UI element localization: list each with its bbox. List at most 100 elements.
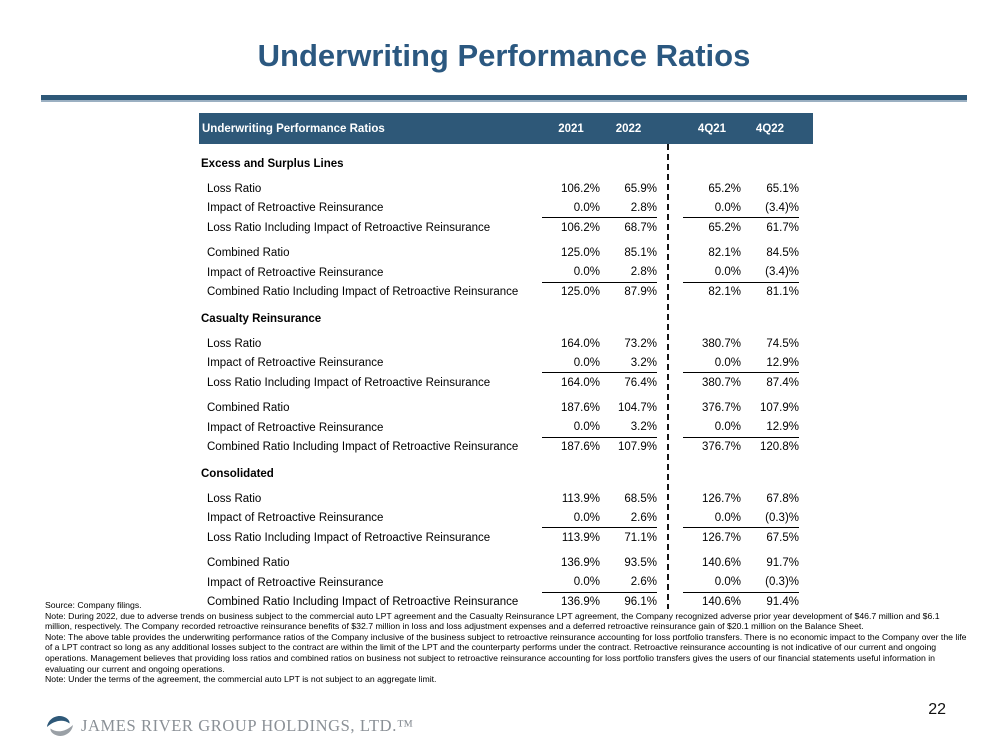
cell-value: 76.4% — [624, 376, 657, 389]
table-header-row: Underwriting Performance Ratios 2021 202… — [199, 113, 813, 144]
row-label: Combined Ratio Including Impact of Retro… — [207, 441, 519, 454]
row-label: Impact of Retroactive Reinsurance — [207, 266, 384, 279]
value-group: 0.0% (0.3)% — [683, 509, 799, 528]
cell-value: 126.7% — [701, 531, 741, 544]
cell-value: 0.0% — [714, 421, 741, 434]
cell-value: 65.9% — [624, 182, 657, 195]
cell-value: 3.2% — [630, 356, 657, 369]
row-group: Combined Ratio 187.6% 104.7% 376.7% 107.9% Im… — [199, 399, 813, 458]
cell-value: 164.0% — [560, 376, 600, 389]
cell-value: 187.6% — [560, 402, 600, 415]
cell-value: 68.7% — [624, 221, 657, 234]
table-row: Loss Ratio 164.0% 73.2% 380.7% 74.5% — [199, 334, 813, 354]
table-row: Loss Ratio 113.9% 68.5% 126.7% 67.8% — [199, 489, 813, 509]
underwriting-ratios-table: Underwriting Performance Ratios 2021 202… — [199, 113, 813, 612]
cell-value: 106.2% — [560, 182, 600, 195]
cell-value: 74.5% — [766, 337, 799, 350]
column-gap — [657, 489, 683, 509]
column-gap — [657, 528, 683, 548]
column-gap — [657, 373, 683, 393]
cell-value: 87.4% — [766, 376, 799, 389]
row-label: Impact of Retroactive Reinsurance — [207, 576, 384, 589]
row-label: Combined Ratio — [207, 247, 290, 260]
cell-value: 380.7% — [701, 337, 741, 350]
cell-value: (3.4)% — [765, 201, 799, 214]
value-group: 0.0% 12.9% — [683, 354, 799, 373]
value-group: 113.9% 71.1% — [542, 528, 657, 548]
footnote-note-3: Note: Under the terms of the agreement, … — [45, 674, 437, 685]
row-label: Combined Ratio Including Impact of Retro… — [207, 596, 519, 609]
value-group: 65.2% 65.1% — [683, 179, 799, 199]
table-row: Loss Ratio 106.2% 65.9% 65.2% 65.1% — [199, 179, 813, 199]
row-label: Impact of Retroactive Reinsurance — [207, 421, 384, 434]
column-gap — [657, 418, 683, 438]
cell-value: 136.9% — [560, 596, 600, 609]
column-gap — [657, 199, 683, 219]
column-gap — [657, 334, 683, 354]
cell-value: 107.9% — [617, 441, 657, 454]
value-group: 0.0% (3.4)% — [683, 263, 799, 283]
cell-value: 82.1% — [708, 286, 741, 299]
row-label: Loss Ratio — [207, 337, 262, 350]
column-gap — [657, 218, 683, 238]
column-gap — [657, 179, 683, 199]
table-row: Impact of Retroactive Reinsurance 0.0% 3.2… — [199, 418, 813, 438]
row-label: Loss Ratio — [207, 182, 262, 195]
row-label: Combined Ratio — [207, 557, 290, 570]
cell-value: (3.4)% — [765, 266, 799, 279]
column-gap — [657, 354, 683, 374]
table-header-title: Underwriting Performance Ratios — [202, 122, 385, 135]
column-gap — [657, 283, 683, 303]
section-header: Casualty Reinsurance — [201, 312, 322, 325]
cell-value: 65.2% — [708, 221, 741, 234]
section-header: Excess and Surplus Lines — [201, 157, 344, 170]
cell-value: 2.6% — [630, 576, 657, 589]
value-group: 0.0% 2.6% — [542, 509, 657, 528]
cell-value: 380.7% — [701, 376, 741, 389]
cell-value: 125.0% — [560, 247, 600, 260]
table-row: Combined Ratio Including Impact of Retro… — [199, 593, 813, 613]
value-group: 376.7% 120.8% — [683, 438, 799, 458]
cell-value: 65.2% — [708, 182, 741, 195]
cell-value: 0.0% — [573, 576, 600, 589]
value-group: 126.7% 67.8% — [683, 489, 799, 509]
cell-value: 85.1% — [624, 247, 657, 260]
row-label: Loss Ratio Including Impact of Retroacti… — [207, 376, 491, 389]
cell-value: 187.6% — [560, 441, 600, 454]
row-label: Impact of Retroactive Reinsurance — [207, 357, 384, 370]
table-row: Combined Ratio 187.6% 104.7% 376.7% 107.9% — [199, 399, 813, 419]
dashed-column-divider — [667, 144, 669, 609]
value-group: 82.1% 81.1% — [683, 283, 799, 303]
company-logo-text: JAMES RIVER GROUP HOLDINGS, LTD.™ — [81, 716, 414, 735]
value-group: 187.6% 104.7% — [542, 399, 657, 419]
cell-value: 0.0% — [573, 201, 600, 214]
cell-value: (0.3)% — [765, 576, 799, 589]
cell-value: 91.4% — [766, 596, 799, 609]
cell-value: 0.0% — [714, 576, 741, 589]
cell-value: 87.9% — [624, 286, 657, 299]
cell-value: 0.0% — [573, 356, 600, 369]
cell-value: 0.0% — [714, 201, 741, 214]
cell-value: 376.7% — [701, 402, 741, 415]
table-row: Loss Ratio Including Impact of Retroacti… — [199, 218, 813, 238]
row-label: Loss Ratio — [207, 492, 262, 505]
cell-value: 0.0% — [573, 266, 600, 279]
cell-value: 2.6% — [630, 511, 657, 524]
value-group: 106.2% 65.9% — [542, 179, 657, 199]
cell-value: 12.9% — [766, 356, 799, 369]
value-group: 164.0% 73.2% — [542, 334, 657, 354]
cell-value: 3.2% — [630, 421, 657, 434]
footnotes: Source: Company filings. Note: During 20… — [45, 600, 967, 685]
value-group: 125.0% 85.1% — [542, 244, 657, 264]
footnote-note-2: Note: The above table provides the under… — [45, 631, 967, 674]
value-group: 187.6% 107.9% — [542, 438, 657, 458]
value-group: 380.7% 87.4% — [683, 373, 799, 393]
cell-value: 120.8% — [759, 441, 799, 454]
table-row: Impact of Retroactive Reinsurance 0.0% 2.6… — [199, 509, 813, 528]
value-group: 0.0% 2.8% — [542, 199, 657, 218]
table-row: Combined Ratio 136.9% 93.5% 140.6% 91.7% — [199, 554, 813, 574]
cell-value: 140.6% — [701, 557, 741, 570]
value-group: 0.0% 2.8% — [542, 263, 657, 283]
cell-value: 140.6% — [701, 596, 741, 609]
column-header-2022: 2022 — [615, 122, 642, 135]
